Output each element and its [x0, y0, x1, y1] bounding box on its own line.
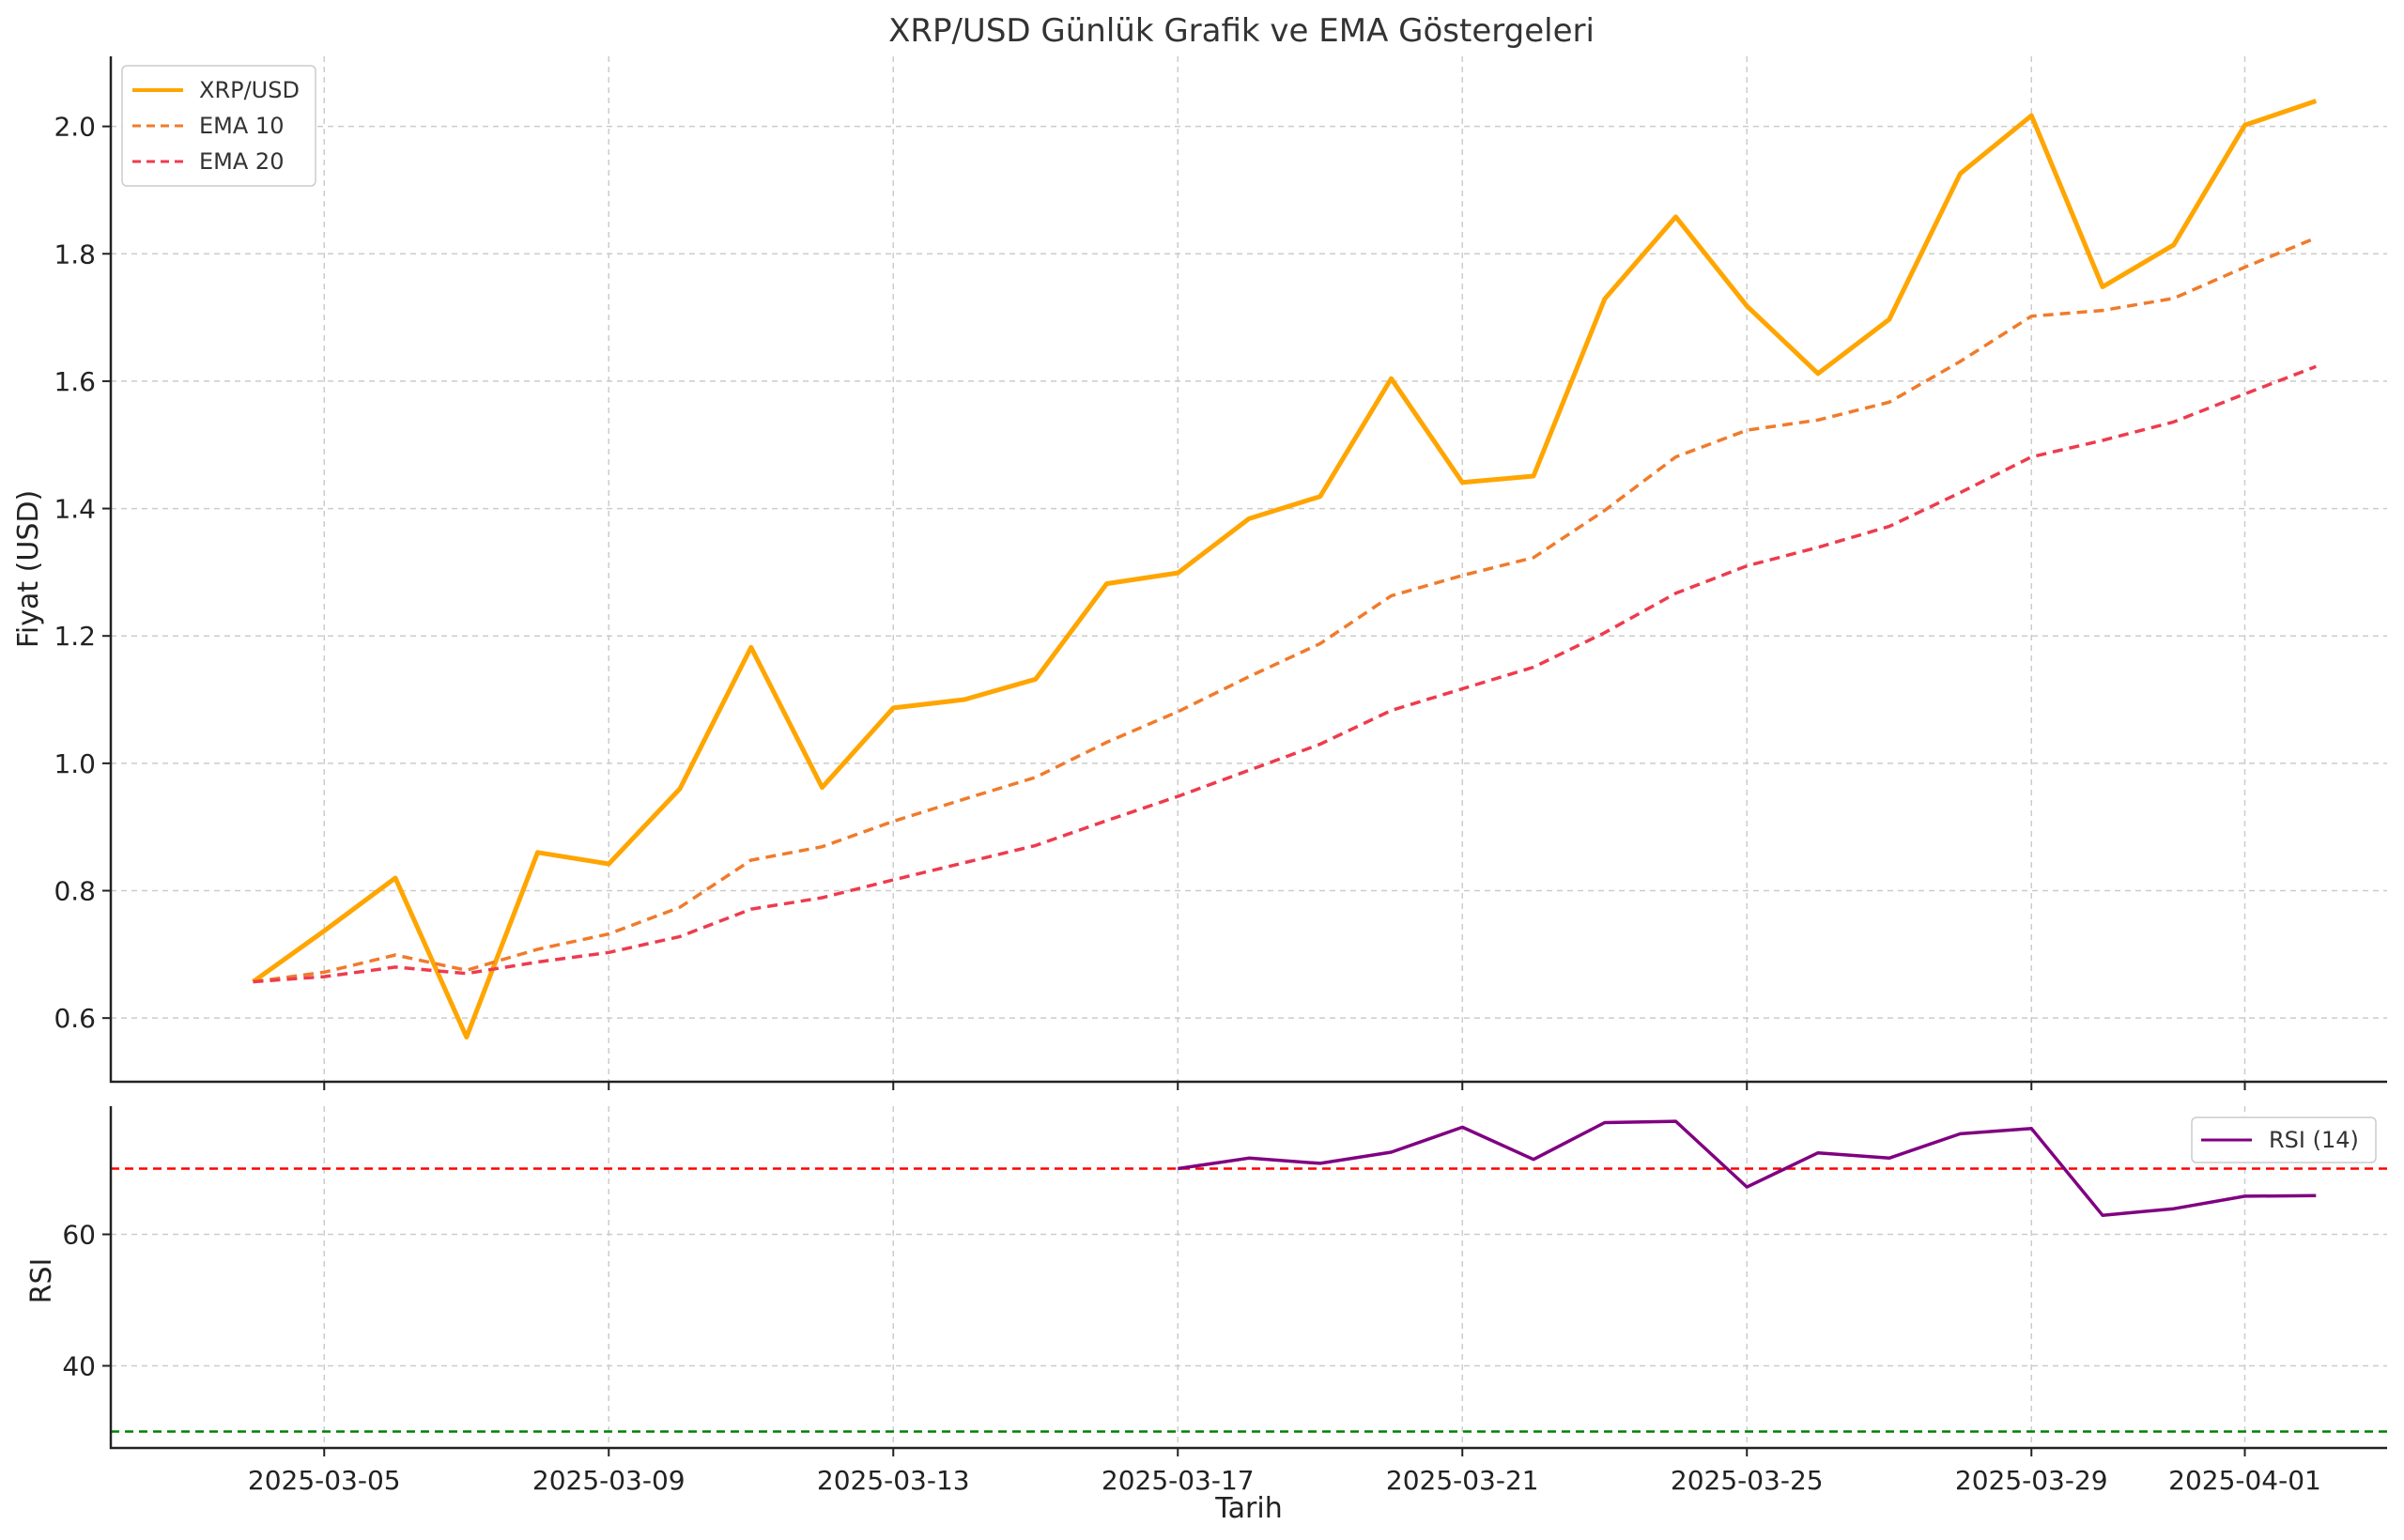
price-y-tick-label: 1.0 — [54, 748, 96, 779]
price-y-tick-label: 0.6 — [54, 1003, 96, 1034]
price-legend-box — [121, 65, 316, 187]
price-y-tick-label: 1.2 — [54, 621, 96, 652]
rsi-axes-spine — [109, 1106, 2387, 1450]
price-y-ticks: 0.6 0.8 1.0 1.2 1.4 1.6 1.8 2.0 — [54, 112, 111, 1034]
chart-title: XRP/USD Günlük Grafik ve EMA Göstergeler… — [888, 12, 1595, 50]
legend-label-ema10: EMA 10 — [199, 113, 284, 139]
legend-label-xrp: XRP/USD — [199, 77, 300, 103]
x-tick-label: 2025-03-21 — [1386, 1465, 1539, 1496]
x-tick-label: 2025-04-01 — [2168, 1465, 2321, 1496]
rsi-y-tick-label: 60 — [62, 1220, 96, 1251]
x-axis-label: Tarih — [1214, 1492, 1282, 1525]
legend-label-ema20: EMA 20 — [199, 148, 284, 175]
x-tick-label: 2025-03-17 — [1102, 1465, 1255, 1496]
price-y-axis-label: Fiyat (USD) — [12, 490, 45, 648]
x-tick-label: 2025-03-25 — [1671, 1465, 1824, 1496]
x-tick-label: 2025-03-09 — [532, 1465, 686, 1496]
price-lines — [252, 99, 2318, 1040]
series-line-ema-10 — [253, 236, 2317, 984]
series-line-xrp-usd — [252, 99, 2318, 1040]
rsi-grid — [111, 1106, 2387, 1448]
rsi-legend: RSI (14) — [2191, 1116, 2377, 1163]
x-tick-label: 2025-03-29 — [1955, 1465, 2108, 1496]
legend-label-rsi: RSI (14) — [2269, 1127, 2359, 1153]
price-y-tick-label: 1.6 — [54, 366, 96, 397]
series-line-rsi — [1178, 1119, 2317, 1217]
x-tick-label: 2025-03-05 — [248, 1465, 401, 1496]
price-y-tick-label: 0.8 — [54, 876, 96, 907]
price-axes-spine — [109, 56, 2387, 1084]
price-y-tick-label: 2.0 — [54, 112, 96, 143]
price-x-ticks — [323, 1082, 2246, 1090]
rsi-y-axis-label: RSI — [25, 1258, 58, 1304]
price-legend: XRP/USD EMA 10 EMA 20 — [121, 65, 316, 187]
rsi-y-tick-label: 40 — [62, 1351, 96, 1382]
series-line-ema-20 — [253, 364, 2317, 984]
rsi-legend-box — [2191, 1116, 2377, 1163]
price-panel: 0.6 0.8 1.0 1.2 1.4 1.6 1.8 2.0 Fiyat (USD) XRP… — [12, 56, 2387, 1090]
price-grid — [111, 56, 2387, 1082]
price-y-tick-label: 1.4 — [54, 494, 96, 525]
rsi-x-ticks: 2025-03-05 2025-03-09 2025-03-13 2025-03-17… — [248, 1448, 2321, 1496]
x-tick-label: 2025-03-13 — [817, 1465, 970, 1496]
price-y-tick-label: 1.8 — [54, 239, 96, 270]
rsi-y-ticks: 40 60 — [62, 1220, 111, 1382]
rsi-lines — [111, 1119, 2387, 1433]
